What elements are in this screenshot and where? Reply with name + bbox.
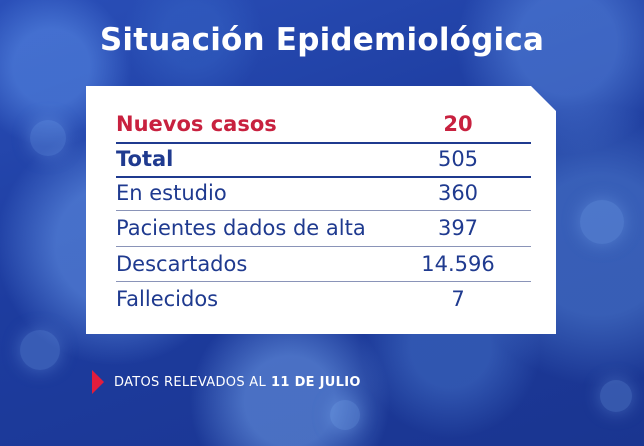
statistics-card: Nuevos casos 20 Total 505 En estudio 360… [86,86,556,334]
stat-value: 505 [437,147,479,171]
stat-row-total: Total 505 [116,143,531,177]
row-divider [116,210,531,211]
virus-particle-decoration [330,400,360,430]
stat-label: Fallecidos [116,287,219,311]
red-triangle-icon [92,370,104,394]
virus-particle-decoration [580,200,624,244]
stat-row-deceased: Fallecidos 7 [116,283,531,317]
row-divider [116,246,531,247]
stat-row-discharged: Pacientes dados de alta 397 [116,212,531,246]
page-title: Situación Epidemiológica [99,22,545,58]
stat-value: 360 [437,181,479,205]
stat-label: Pacientes dados de alta [116,216,366,240]
virus-particle-decoration [20,330,60,370]
stat-value: 14.596 [421,252,495,276]
footer-label: DATOS RELEVADOS AL [114,374,267,390]
row-divider [116,281,531,282]
data-source-footer: DATOS RELEVADOS AL 11 DE JULIO [92,368,361,396]
stat-row-new-cases: Nuevos casos 20 [116,108,531,142]
stat-row-under-study: En estudio 360 [116,177,531,211]
stat-label: Nuevos casos [116,112,277,136]
row-divider [116,142,531,144]
footer-text: DATOS RELEVADOS AL 11 DE JULIO [114,375,361,390]
stat-label: En estudio [116,181,227,205]
virus-particle-decoration [30,120,66,156]
stat-label: Total [116,147,174,171]
virus-particle-decoration [600,380,632,412]
footer-date: 11 DE JULIO [271,374,361,390]
stat-value: 7 [451,287,465,311]
row-divider [116,176,531,178]
stat-label: Descartados [116,252,248,276]
stat-value: 397 [437,216,479,240]
stat-row-discarded: Descartados 14.596 [116,248,531,282]
stat-value: 20 [443,112,473,136]
